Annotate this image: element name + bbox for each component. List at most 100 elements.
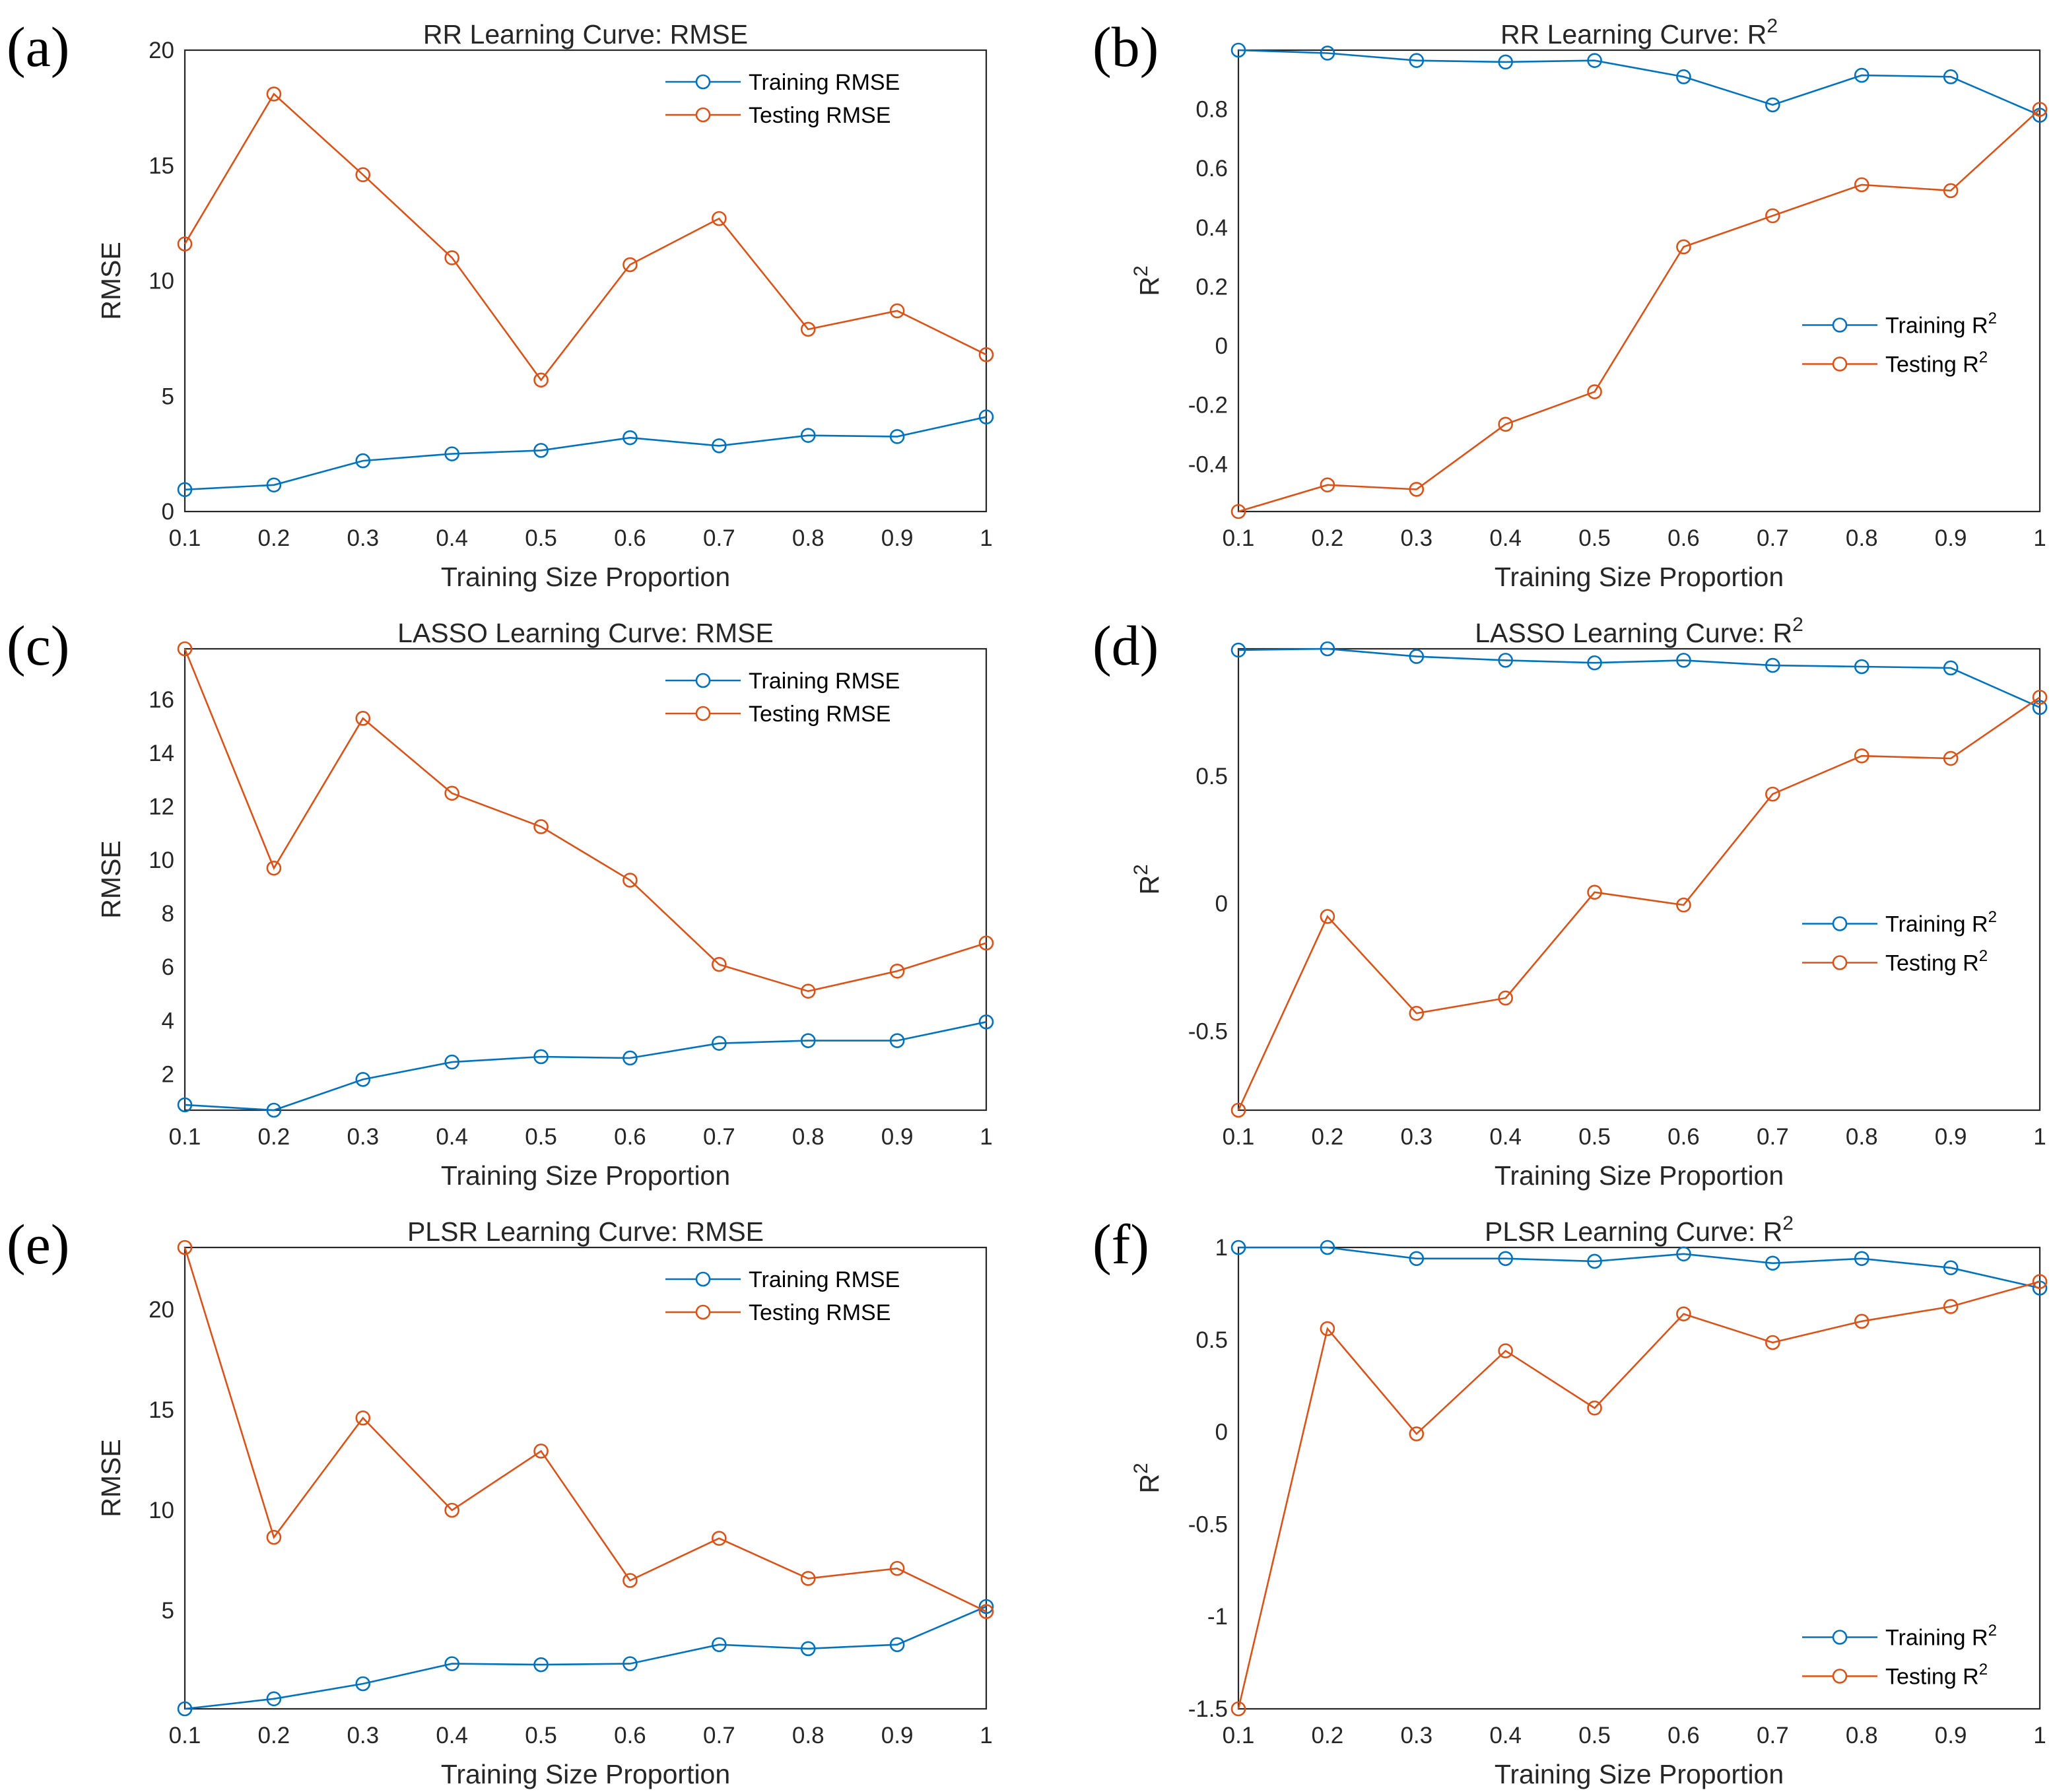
data-point [623, 873, 638, 888]
x-axis-label: Training Size Proportion [1495, 562, 1784, 592]
data-point [1765, 657, 1780, 673]
data-point [533, 1049, 549, 1065]
legend-entry-label: Testing RMSE [749, 103, 891, 128]
series-line [184, 416, 987, 491]
data-point [800, 983, 816, 999]
chart-panel: (f) 0.1 0.2 0.3 0.4 0.5 0.6 0.7 0.8 0.9 1 -1.5 -1 -0.… [1093, 1212, 2048, 1789]
x-tick-label: 0.8 [792, 525, 825, 551]
legend-entry-label: Training RMSE [749, 669, 900, 694]
data-point [712, 1036, 727, 1051]
chart-panel: (c)0.1 0.2 0.3 0.4 0.5 0.6 0.7 0.8 0.9 1246810121… [7, 614, 994, 1191]
x-tick-label: 0.5 [1578, 1124, 1611, 1150]
data-point [712, 1637, 727, 1653]
panel-letter: (f) [1093, 1212, 1149, 1276]
x-tick-label: 0.9 [881, 1723, 914, 1748]
data-point [1676, 1306, 1691, 1321]
chart-title: RR Learning Curve: RMSE [423, 19, 748, 50]
data-point [1409, 1426, 1425, 1442]
legend-swatch-marker [1832, 916, 1848, 931]
data-point [623, 1573, 638, 1588]
data-point [1854, 67, 1870, 83]
x-axis-label: Training Size Proportion [441, 1759, 730, 1789]
data-point [889, 1033, 905, 1048]
data-point [978, 347, 994, 362]
data-point [266, 477, 282, 493]
data-point [177, 641, 193, 657]
legend-entry-label: Training R2 [1885, 1622, 1997, 1650]
series-line [184, 1247, 987, 1612]
legend: Training RMSE Testing RMSE [660, 1261, 931, 1327]
y-tick-label: 20 [149, 1297, 174, 1323]
series-line [184, 1021, 987, 1112]
data-point [1320, 641, 1335, 657]
data-point [266, 860, 282, 876]
x-tick-label: 0.2 [258, 1723, 290, 1748]
data-point [1320, 909, 1335, 924]
y-tick-label: 1 [1215, 1235, 1228, 1261]
data-point [1765, 208, 1780, 224]
chart-title: PLSR Learning Curve: R2 [1485, 1212, 1794, 1247]
data-point [1676, 69, 1691, 84]
data-point [800, 1641, 816, 1657]
axes-frame [1237, 647, 2041, 1112]
data-point [2032, 1274, 2048, 1290]
data-point [1498, 54, 1513, 70]
data-point [889, 1560, 905, 1576]
x-axis-label: Training Size Proportion [441, 562, 730, 592]
x-tick-label: 0.4 [1489, 1723, 1522, 1748]
legend: Training R2 Testing R2 [1797, 304, 2024, 382]
x-tick-label: 0.5 [1578, 525, 1611, 551]
legend-entry-label: Training RMSE [749, 70, 900, 95]
y-tick-label: 0.8 [1196, 97, 1228, 123]
legend-entry-label: Training R2 [1885, 310, 1997, 338]
legend-swatch-marker [695, 673, 711, 688]
legend: Training RMSE Testing RMSE [660, 662, 931, 728]
data-point [889, 963, 905, 979]
y-tick-label: -0.2 [1188, 393, 1228, 418]
data-point [623, 257, 638, 273]
chart-panel: (d) 0.1 0.2 0.3 0.4 0.5 0.6 0.7 0.8 0.9 1 -0.5 0 0.5 L… [1093, 614, 2048, 1191]
x-tick-label: 1 [980, 1723, 992, 1748]
chart-panel: (a)0.1 0.2 0.3 0.4 0.5 0.6 0.7 0.8 0.9 105101520R… [7, 15, 994, 592]
x-tick-label: 0.4 [1489, 1124, 1522, 1150]
y-tick-label: -0.5 [1188, 1018, 1228, 1044]
data-point [2032, 102, 2048, 117]
data-point [712, 956, 727, 972]
x-tick-label: 0.8 [792, 1723, 825, 1748]
data-point [177, 236, 193, 251]
x-tick-label: 0.5 [525, 525, 557, 551]
data-point [2032, 1280, 2048, 1296]
series-line [1237, 696, 2040, 1111]
x-tick-label: 0.4 [436, 525, 468, 551]
x-tick-label: 0.9 [881, 525, 914, 551]
y-tick-label: 10 [149, 847, 174, 873]
y-axis-label: RMSE [96, 242, 126, 319]
x-tick-label: 0.3 [1400, 525, 1432, 551]
data-point [1765, 1255, 1780, 1271]
y-tick-label: 0.2 [1196, 274, 1228, 300]
data-point [1676, 239, 1691, 255]
series-line [1238, 647, 2040, 708]
x-tick-label: 1 [2033, 1723, 2046, 1748]
data-point [978, 1599, 994, 1614]
chart-title: LASSO Learning Curve: RMSE [397, 618, 774, 648]
data-point [1409, 649, 1425, 664]
data-point [800, 1571, 816, 1586]
x-tick-label: 0.3 [1400, 1124, 1432, 1150]
y-tick-label: -1 [1207, 1604, 1228, 1630]
y-tick-label: 2 [162, 1061, 174, 1087]
data-point [623, 1656, 638, 1671]
data-point [355, 167, 371, 183]
series-line [1238, 1246, 2040, 1289]
data-point [1320, 477, 1335, 492]
y-tick-label: 0 [162, 499, 174, 525]
x-tick-label: 0.1 [1223, 1723, 1255, 1748]
data-point [1587, 1253, 1602, 1269]
series-line [184, 1605, 987, 1710]
y-tick-label: 0.5 [1196, 1327, 1228, 1353]
y-tick-label: 0 [1215, 333, 1228, 359]
data-point [1498, 1343, 1513, 1358]
x-axis-label: Training Size Proportion [1495, 1160, 1784, 1191]
x-tick-label: 0.6 [1668, 525, 1700, 551]
panel-letter: (a) [7, 15, 69, 79]
